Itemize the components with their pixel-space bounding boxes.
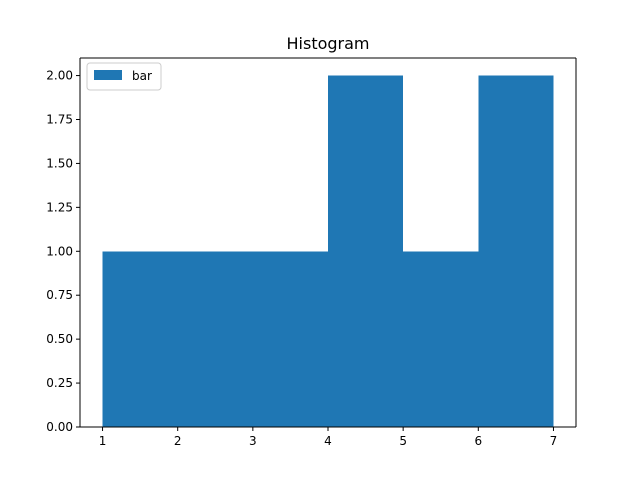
x-tick-label: 4 <box>324 434 332 448</box>
x-tick-label: 1 <box>99 434 107 448</box>
y-tick-label: 2.00 <box>46 69 73 83</box>
legend-box <box>86 62 162 91</box>
histogram-bar-6 <box>478 75 554 428</box>
x-tick-label: 3 <box>249 434 257 448</box>
y-tick-label: 0.25 <box>46 376 73 390</box>
x-tick-label: 6 <box>474 434 482 448</box>
ticks-layer: 1 2 3 4 5 6 7 0.00 0.25 0.50 0.75 1.00 1.25 1.50 1.75 2… <box>46 69 557 448</box>
histogram-bar-5 <box>403 251 479 427</box>
legend-swatch-bar <box>94 70 122 80</box>
y-tick-label: 1.75 <box>46 113 73 127</box>
histogram-bar-1 <box>102 251 178 427</box>
histogram-bar-2 <box>177 251 253 427</box>
legend: bar <box>86 62 162 91</box>
y-tick-label: 1.25 <box>46 200 73 214</box>
legend-label-bar: bar <box>132 69 152 83</box>
chart-title: Histogram <box>287 34 370 53</box>
y-tick-label: 1.50 <box>46 156 73 170</box>
x-tick-label: 7 <box>550 434 558 448</box>
y-tick-label: 0.75 <box>46 288 73 302</box>
y-tick-label: 0.00 <box>46 420 73 434</box>
bars-layer <box>102 75 554 428</box>
y-tick-label: 0.50 <box>46 332 73 346</box>
y-tick-label: 1.00 <box>46 244 73 258</box>
histogram-bar-4 <box>328 75 404 428</box>
x-tick-label: 2 <box>174 434 182 448</box>
histogram-bar-3 <box>252 251 328 427</box>
x-tick-label: 5 <box>399 434 407 448</box>
